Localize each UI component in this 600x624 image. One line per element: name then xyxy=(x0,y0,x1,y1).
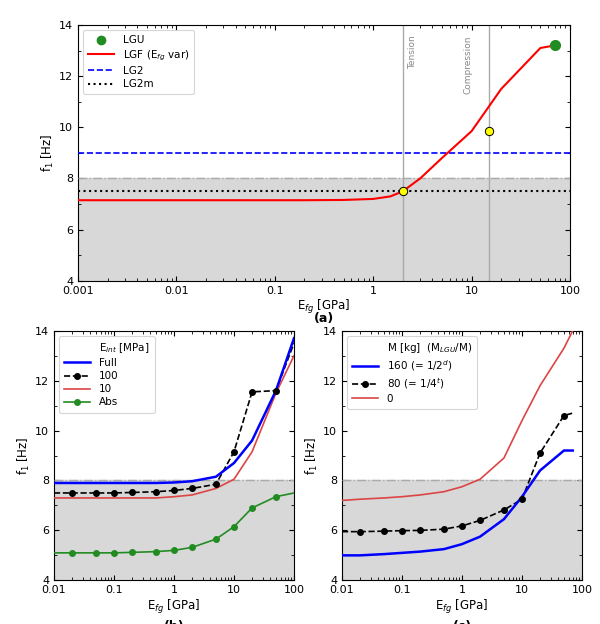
Legend: E$_{int}$ [MPa], Full, 100, 10, Abs: E$_{int}$ [MPa], Full, 100, 10, Abs xyxy=(59,336,155,412)
X-axis label: E$_{fg}$ [GPa]: E$_{fg}$ [GPa] xyxy=(148,598,200,616)
Legend: LGU, LGF (E$_{fg}$ var), LG2, LG2m: LGU, LGF (E$_{fg}$ var), LG2, LG2m xyxy=(83,30,194,94)
X-axis label: E$_{fg}$ [GPa]: E$_{fg}$ [GPa] xyxy=(436,598,488,616)
Text: (a): (a) xyxy=(314,312,334,324)
X-axis label: E$_{fg}$ [GPa]: E$_{fg}$ [GPa] xyxy=(298,298,350,316)
Y-axis label: f$_1$ [Hz]: f$_1$ [Hz] xyxy=(304,436,320,475)
Y-axis label: f$_1$ [Hz]: f$_1$ [Hz] xyxy=(16,436,32,475)
Y-axis label: f$_1$ [Hz]: f$_1$ [Hz] xyxy=(40,134,56,172)
Text: (b): (b) xyxy=(164,620,184,624)
Legend: M [kg]  (M$_{LGU}$/M), 160 (= 1/2$^{d}$), 80 (= 1/4$^{t}$), 0: M [kg] (M$_{LGU}$/M), 160 (= 1/2$^{d}$),… xyxy=(347,336,478,409)
Text: Tension: Tension xyxy=(407,35,416,69)
Text: (c): (c) xyxy=(452,620,472,624)
Text: Compression: Compression xyxy=(463,35,472,94)
